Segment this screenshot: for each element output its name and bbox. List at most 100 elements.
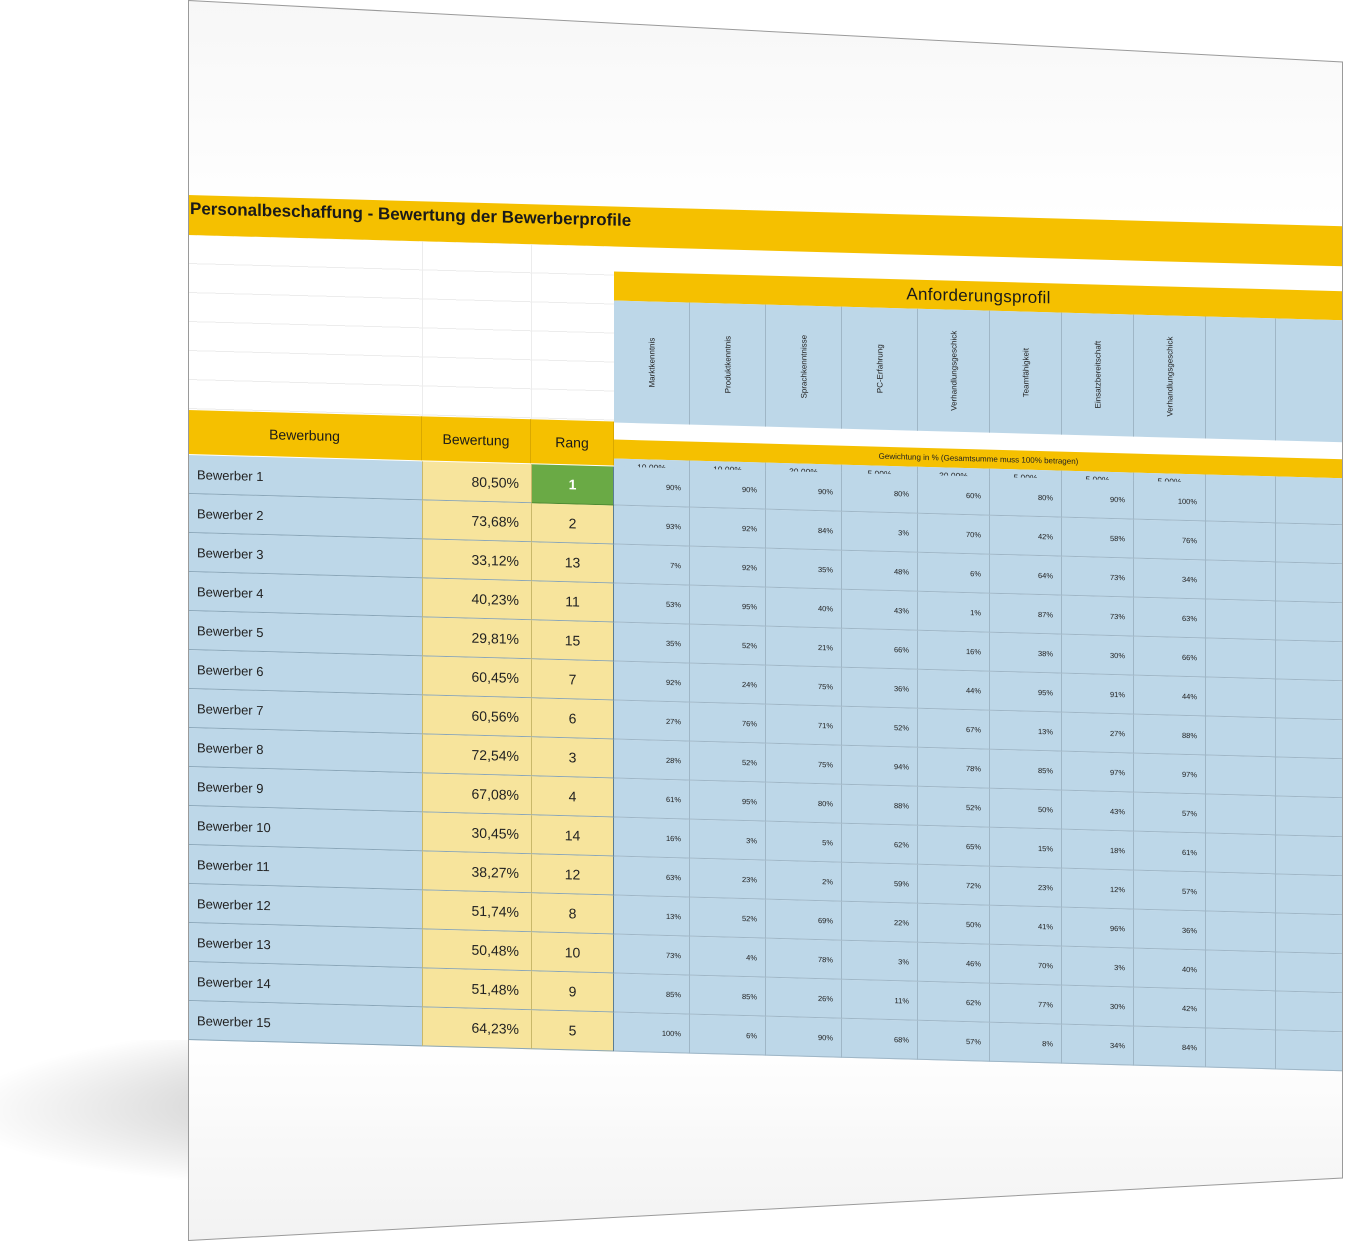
criterion-score[interactable] [1206,716,1276,758]
criterion-score[interactable]: 71% [766,704,842,746]
criterion-score[interactable]: 62% [842,823,918,865]
criterion-score[interactable]: 85% [690,975,766,1017]
criterion-score[interactable]: 52% [690,741,766,783]
criterion-score[interactable]: 53% [614,583,690,625]
criterion-score[interactable]: 18% [1062,829,1134,871]
applicant-name[interactable]: Bewerber 14 [188,962,422,1008]
applicant-name[interactable]: Bewerber 4 [188,572,422,618]
criterion-score[interactable]: 52% [690,897,766,939]
criterion-score[interactable]: 4% [690,936,766,978]
criterion-score[interactable]: 65% [918,825,990,867]
applicant-score[interactable]: 67,08% [422,773,531,816]
applicant-name[interactable]: Bewerber 9 [188,767,422,813]
criterion-score[interactable]: 7% [614,544,690,586]
criterion-score[interactable]: 3% [842,940,918,982]
criterion-score[interactable]: 22% [842,901,918,943]
criterion-score[interactable]: 43% [1062,790,1134,832]
criterion-score[interactable]: 75% [766,665,842,707]
criterion-score[interactable] [1276,679,1343,721]
criterion-score[interactable] [1206,872,1276,914]
applicant-name[interactable]: Bewerber 1 [188,455,422,501]
criterion-score[interactable]: 78% [766,938,842,980]
criterion-score[interactable]: 52% [690,624,766,666]
criterion-score[interactable] [1206,833,1276,875]
criterion-score[interactable]: 84% [1134,1026,1206,1068]
criterion-score[interactable]: 62% [918,981,990,1023]
criterion-score[interactable]: 1% [918,591,990,633]
applicant-rank[interactable]: 9 [531,971,614,1013]
criterion-score[interactable]: 21% [766,626,842,668]
applicant-name[interactable]: Bewerber 6 [188,650,422,696]
criterion-score[interactable]: 76% [1134,519,1206,561]
applicant-score[interactable]: 64,23% [422,1007,531,1050]
criterion-score[interactable]: 8% [990,1022,1062,1064]
criterion-score[interactable]: 73% [1062,556,1134,598]
criterion-score[interactable]: 36% [842,667,918,709]
criterion-score[interactable]: 46% [918,942,990,984]
criterion-score[interactable]: 59% [842,862,918,904]
criterion-score[interactable] [1206,599,1276,641]
criterion-score[interactable]: 40% [766,587,842,629]
criterion-score[interactable]: 16% [614,817,690,859]
criterion-score[interactable]: 5% [766,821,842,863]
criterion-score[interactable]: 87% [990,593,1062,635]
applicant-score[interactable]: 60,56% [422,695,531,738]
applicant-score[interactable]: 80,50% [422,461,531,504]
criterion-score[interactable]: 96% [1062,907,1134,949]
criterion-score[interactable]: 24% [690,663,766,705]
criterion-score[interactable]: 48% [842,550,918,592]
criterion-score[interactable]: 77% [990,983,1062,1025]
criterion-score[interactable]: 66% [1134,636,1206,678]
criterion-score[interactable]: 64% [990,554,1062,596]
criterion-score[interactable]: 84% [766,509,842,551]
criterion-score[interactable]: 34% [1134,558,1206,600]
criterion-score[interactable] [1276,601,1343,643]
applicant-score[interactable]: 33,12% [422,539,531,582]
criterion-score[interactable]: 15% [990,827,1062,869]
criterion-score[interactable]: 28% [614,739,690,781]
criterion-score[interactable]: 27% [614,700,690,742]
criterion-score[interactable]: 3% [842,511,918,553]
criterion-score[interactable]: 6% [690,1014,766,1056]
criterion-score[interactable]: 95% [690,780,766,822]
criterion-score[interactable]: 80% [990,476,1062,518]
criterion-score[interactable]: 67% [918,708,990,750]
criterion-score[interactable] [1276,913,1343,955]
criterion-score[interactable]: 91% [1062,673,1134,715]
criterion-score[interactable] [1206,755,1276,797]
criterion-score[interactable]: 26% [766,977,842,1019]
applicant-rank[interactable]: 7 [531,659,614,701]
criterion-score[interactable]: 100% [1134,480,1206,522]
criterion-score[interactable]: 88% [842,784,918,826]
criterion-score[interactable]: 23% [990,866,1062,908]
criterion-score[interactable]: 42% [990,515,1062,557]
applicant-score[interactable]: 50,48% [422,929,531,972]
criterion-score[interactable]: 52% [918,786,990,828]
criterion-score[interactable]: 70% [990,944,1062,986]
criterion-score[interactable]: 97% [1134,753,1206,795]
criterion-score[interactable]: 90% [1062,478,1134,520]
applicant-name[interactable]: Bewerber 5 [188,611,422,657]
applicant-name[interactable]: Bewerber 13 [188,923,422,969]
criterion-score[interactable]: 90% [766,470,842,512]
criterion-score[interactable]: 40% [1134,948,1206,990]
criterion-score[interactable]: 38% [990,632,1062,674]
criterion-score[interactable]: 73% [1062,595,1134,637]
criterion-score[interactable]: 58% [1062,517,1134,559]
criterion-score[interactable] [1206,989,1276,1031]
applicant-name[interactable]: Bewerber 8 [188,728,422,774]
criterion-score[interactable]: 61% [614,778,690,820]
criterion-score[interactable]: 90% [614,466,690,508]
criterion-score[interactable]: 94% [842,745,918,787]
criterion-score[interactable]: 23% [690,858,766,900]
criterion-score[interactable]: 43% [842,589,918,631]
applicant-score[interactable]: 38,27% [422,851,531,894]
criterion-score[interactable]: 95% [990,671,1062,713]
criterion-score[interactable]: 3% [1062,946,1134,988]
criterion-score[interactable]: 63% [614,856,690,898]
criterion-score[interactable]: 90% [766,1016,842,1058]
applicant-name[interactable]: Bewerber 10 [188,806,422,852]
criterion-score[interactable]: 80% [842,472,918,514]
criterion-score[interactable]: 42% [1134,987,1206,1029]
applicant-score[interactable]: 40,23% [422,578,531,621]
